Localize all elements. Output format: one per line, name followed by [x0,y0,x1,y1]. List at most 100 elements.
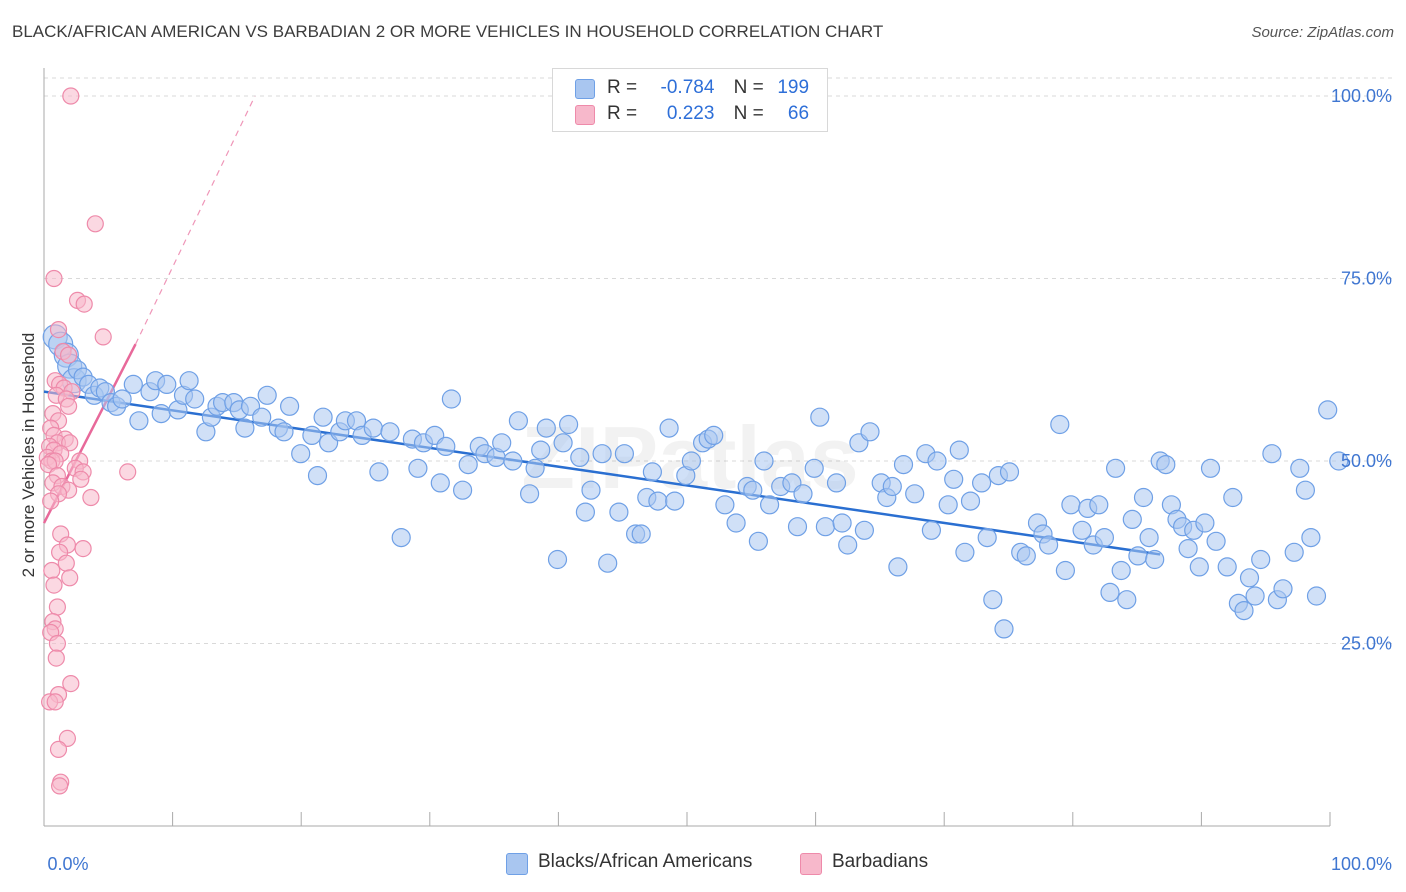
point-blacks [575,502,596,522]
point-blacks [960,491,981,511]
point-blacks [430,473,450,493]
point-blacks [860,422,880,442]
point-barbadians [119,463,137,481]
x-tick-label: 0.0% [47,854,88,874]
point-blacks [558,414,579,435]
point-blacks [743,480,763,500]
y-axis-label: 2 or more Vehicles in Household [19,333,38,578]
point-blacks [726,513,746,533]
r-value: -0.784 [660,77,715,98]
point-blacks [854,520,875,540]
r-value: 0.223 [666,103,715,124]
point-blacks [1195,513,1215,533]
point-blacks [151,404,171,424]
tick-labels: 25.0% 50.0% 75.0% 100.0% 0.0% 100.0% [47,86,1392,874]
point-blacks [609,502,629,522]
point-barbadians [72,470,90,488]
point-blacks [882,476,902,497]
point-blacks [519,484,540,504]
point-blacks [363,418,383,438]
point-blacks [793,484,813,504]
point-blacks [804,458,824,478]
point-barbadians [62,674,80,693]
point-blacks [235,418,255,438]
point-blacks [157,374,177,394]
stats-legend: R = -0.784 N = 199 R = 0.223 N = 66 [552,68,828,132]
gridlines [44,77,1392,644]
point-blacks [313,407,333,427]
point-blacks [971,473,992,493]
n-value: 199 [777,77,810,98]
point-blacks [570,447,590,467]
pink-swatch [800,853,822,875]
point-blacks [257,385,277,405]
point-blacks [994,619,1014,639]
point-blacks [492,433,512,453]
point-blacks [704,425,724,445]
point-blacks [302,425,322,445]
point-blacks [1284,542,1304,562]
point-blacks [642,462,663,482]
point-blacks [1217,557,1237,577]
point-blacks [1295,480,1316,500]
y-tick-label: 50.0% [1341,451,1392,471]
point-blacks [1094,527,1115,548]
point-blacks [1234,600,1254,621]
point-blacks [787,517,808,537]
point-blacks [648,491,668,511]
chart-title: BLACK/AFRICAN AMERICAN VS BARBADIAN 2 OR… [12,22,884,41]
point-blacks [631,524,651,544]
point-blacks [944,469,964,489]
point-blacks [614,444,635,464]
point-blacks [581,480,601,500]
point-blacks [123,374,143,394]
point-blacks [1239,568,1260,588]
point-blacks [826,473,847,493]
x-tick-label: 100.0% [1331,854,1392,874]
trend-extension-barbadians [134,95,256,345]
point-blacks [1016,546,1036,566]
point-blacks [1318,400,1338,420]
point-blacks [999,462,1020,482]
point-blacks [832,513,852,533]
point-blacks [1189,557,1209,577]
point-blacks [508,411,529,431]
point-blacks [436,436,456,456]
point-blacks [1273,579,1293,599]
point-blacks [553,433,573,453]
point-blacks [748,531,769,551]
point-blacks [893,455,914,475]
point-blacks [1055,560,1076,581]
point-blacks [1111,560,1131,581]
point-blacks [391,527,411,548]
point-blacks [1145,549,1165,570]
point-blacks [291,444,311,464]
y-tick-label: 25.0% [1341,634,1392,654]
chart-source: Source: ZipAtlas.com [1251,24,1394,41]
point-blacks [453,480,473,500]
point-barbadians [46,693,64,711]
point-barbadians [86,215,104,233]
n-value: 66 [787,103,810,124]
legend-label: Barbadians [832,851,929,872]
point-blacks [1061,495,1081,515]
point-barbadians [48,598,67,616]
point-barbadians [59,397,78,415]
point-blacks [1178,538,1198,559]
point-blacks [681,451,702,471]
point-blacks [1301,527,1321,548]
point-blacks [1100,582,1120,603]
point-blacks [503,451,523,471]
point-blacks [1050,414,1070,435]
point-blacks [1122,509,1142,530]
point-blacks [1117,590,1137,610]
point-blacks [977,527,997,548]
point-blacks [983,590,1003,610]
point-barbadians [49,321,68,339]
point-blacks [252,407,272,427]
point-blacks [380,422,400,442]
y-tick-label: 75.0% [1341,269,1392,289]
blue-swatch [575,79,595,99]
point-barbadians [50,777,69,795]
point-barbadians [59,346,78,364]
